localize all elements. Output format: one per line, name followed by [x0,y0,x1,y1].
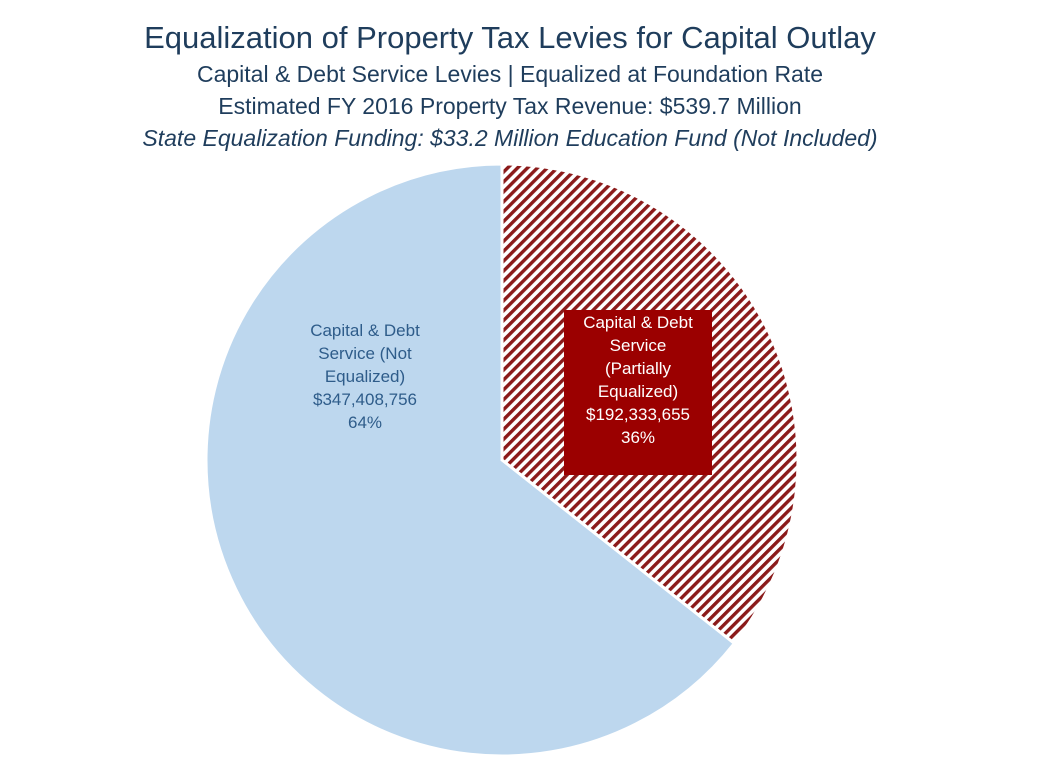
chart-titles: Equalization of Property Tax Levies for … [0,18,1020,154]
slice-label-line-1: (Partially [605,359,672,378]
slice-label-line-1: Capital & Debt [583,313,693,332]
pie-slice-2 [204,162,737,758]
slice-label-line-1: Equalized) [598,382,678,401]
slice-label-box-1 [564,310,712,475]
slice-percent-label-2: 64% [348,413,382,432]
slice-label-line-2: Equalized) [325,367,405,386]
pie-labels: Capital & Debt Service (Partially Equalized… [310,310,712,475]
chart-subtitle-3: State Equalization Funding: $33.2 Millio… [142,125,878,151]
slice-percent-label-1: 36% [621,428,655,447]
chart-title: Equalization of Property Tax Levies for … [144,20,876,55]
slice-label-line-2: Capital & Debt [310,321,420,340]
chart-subtitle-2: Estimated FY 2016 Property Tax Revenue: … [218,93,802,119]
slice-label-line-1: Service [610,336,667,355]
slice-value-label-1: $192,333,655 [586,405,690,424]
slice-value-label-2: $347,408,756 [313,390,417,409]
chart-subtitle-1: Capital & Debt Service Levies | Equalize… [196,61,824,87]
slice-label-line-2: Service (Not [318,344,412,363]
